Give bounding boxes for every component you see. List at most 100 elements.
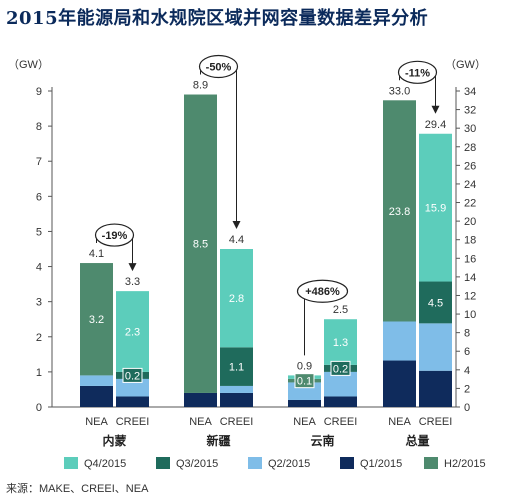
change-arrowhead	[128, 263, 137, 272]
right-tick-label: 22	[464, 198, 476, 210]
bar-category-label: NEA	[388, 416, 411, 428]
right-tick-label: 34	[464, 86, 476, 98]
legend-swatch	[340, 457, 354, 469]
right-axis-unit: （GW）	[445, 58, 486, 71]
group-label: 新疆	[206, 433, 230, 448]
left-tick-label: 2	[36, 332, 42, 344]
legend-swatch	[424, 457, 438, 469]
bar-segment	[324, 319, 357, 365]
legend-label: H2/2015	[444, 458, 486, 470]
bar-value-label: 0.1	[297, 376, 312, 388]
right-tick-label: 20	[464, 216, 476, 228]
legend: Q4/2015 Q3/2015 Q2/2015 Q1/2015 H2/2015	[64, 457, 486, 470]
legend-swatch	[156, 457, 170, 469]
bar-segment	[116, 378, 149, 397]
left-tick-label: 9	[36, 86, 42, 98]
bar-segment	[184, 94, 217, 393]
bar-category-label: CREEI	[220, 416, 254, 428]
right-tick-label: 14	[464, 272, 476, 284]
bar-segment	[419, 133, 452, 282]
left-tick-label: 3	[36, 297, 42, 309]
group-label: 云南	[310, 433, 334, 448]
left-tick-label: 0	[36, 402, 42, 414]
bar-total-label: 0.9	[297, 360, 312, 372]
bar-segment	[419, 370, 452, 407]
bar-segment	[80, 263, 113, 376]
bar-value-label-bg	[294, 373, 315, 389]
group-label: 内蒙	[102, 433, 126, 448]
left-tick-label: 6	[36, 191, 42, 203]
bar-total-label: 3.3	[125, 276, 140, 288]
right-tick-label: 18	[464, 235, 476, 247]
legend-label: Q3/2015	[176, 458, 218, 470]
right-tick-label: 28	[464, 142, 476, 154]
bar-segment	[116, 291, 149, 372]
change-oval	[296, 279, 349, 303]
bar-segment	[220, 249, 253, 348]
legend-label: Q4/2015	[84, 458, 126, 470]
bar-value-label: 1.1	[229, 362, 244, 374]
bar-segment	[419, 323, 452, 371]
bar-value-label: 1.3	[333, 337, 348, 349]
legend-label: Q1/2015	[360, 458, 402, 470]
chart-title: 2015年能源局和水规院区域并网容量数据差异分析	[6, 8, 429, 29]
right-tick-label: 12	[464, 290, 476, 302]
bar-total-label: 33.0	[389, 85, 410, 97]
bar-total-label: 4.1	[89, 248, 104, 260]
left-tick-label: 1	[36, 367, 42, 379]
legend-swatch	[248, 457, 262, 469]
right-tick-label: 4	[464, 365, 470, 377]
bar-segment	[184, 392, 217, 407]
change-arrowhead	[232, 221, 241, 229]
right-tick-label: 6	[464, 346, 470, 358]
change-annotation: -11%	[397, 60, 440, 114]
right-tick-label: 24	[464, 179, 476, 191]
right-tick-label: 30	[464, 123, 476, 135]
bar-category-label: CREEI	[324, 416, 358, 428]
change-annotation: -19%	[94, 223, 137, 272]
bar-value-label: 3.2	[89, 314, 104, 326]
bar-category-label: CREEI	[116, 416, 150, 428]
left-tick-label: 7	[36, 156, 42, 168]
bar-segment	[288, 399, 321, 407]
bar-total-label: 29.4	[425, 119, 446, 131]
bar-segment	[419, 281, 452, 324]
bar-value-label: 23.8	[389, 206, 410, 218]
legend-item: Q4/2015	[64, 457, 126, 470]
bar-value-label: 0.2	[125, 370, 140, 382]
bar-segment	[383, 321, 416, 361]
bar-category-label: CREEI	[419, 416, 453, 428]
bar-segment	[383, 100, 416, 322]
change-annotations: -19% -50% +486% -11%	[94, 54, 440, 356]
bar-category-label: NEA	[85, 416, 108, 428]
bar-segment	[116, 396, 149, 407]
bar-segment	[220, 385, 253, 393]
right-tick-label: 32	[464, 105, 476, 117]
axes: （GW） （GW）01234567890246810121416182022242…	[8, 58, 486, 414]
change-percent-label: -50%	[206, 62, 232, 74]
legend-item: Q2/2015	[248, 457, 310, 470]
bar-value-label: 4.5	[428, 297, 443, 309]
bar-segment	[220, 347, 253, 386]
bar-category-label: NEA	[189, 416, 212, 428]
bar-total-label: 8.9	[193, 80, 208, 92]
source-note: 来源：MAKE、CREEI、NEA	[6, 483, 149, 495]
bar-total-label: 2.5	[333, 304, 348, 316]
left-axis-unit: （GW）	[8, 58, 49, 71]
right-tick-label: 0	[464, 402, 470, 414]
legend-label: Q2/2015	[268, 458, 310, 470]
bar-category-label: NEA	[293, 416, 316, 428]
change-percent-label: +486%	[305, 286, 340, 298]
stacked-bar-chart: （GW） （GW）01234567890246810121416182022242…	[8, 54, 486, 470]
legend-item: Q1/2015	[340, 457, 402, 470]
bar-value-label-bg	[330, 360, 351, 376]
bar-segment	[80, 385, 113, 407]
bar-value-label: 15.9	[425, 203, 446, 215]
change-percent-label: -11%	[405, 67, 430, 79]
change-oval	[397, 60, 438, 84]
right-tick-label: 2	[464, 383, 470, 395]
group-label: 总量	[405, 433, 429, 448]
right-tick-label: 26	[464, 160, 476, 172]
bar-labels: 3.2 4.1 NEA 0.2 2.3 3.3 CREEI 内蒙 8.5 8.9 NEA 1.1 2.8…	[85, 80, 452, 448]
change-annotation: -50%	[198, 54, 241, 229]
